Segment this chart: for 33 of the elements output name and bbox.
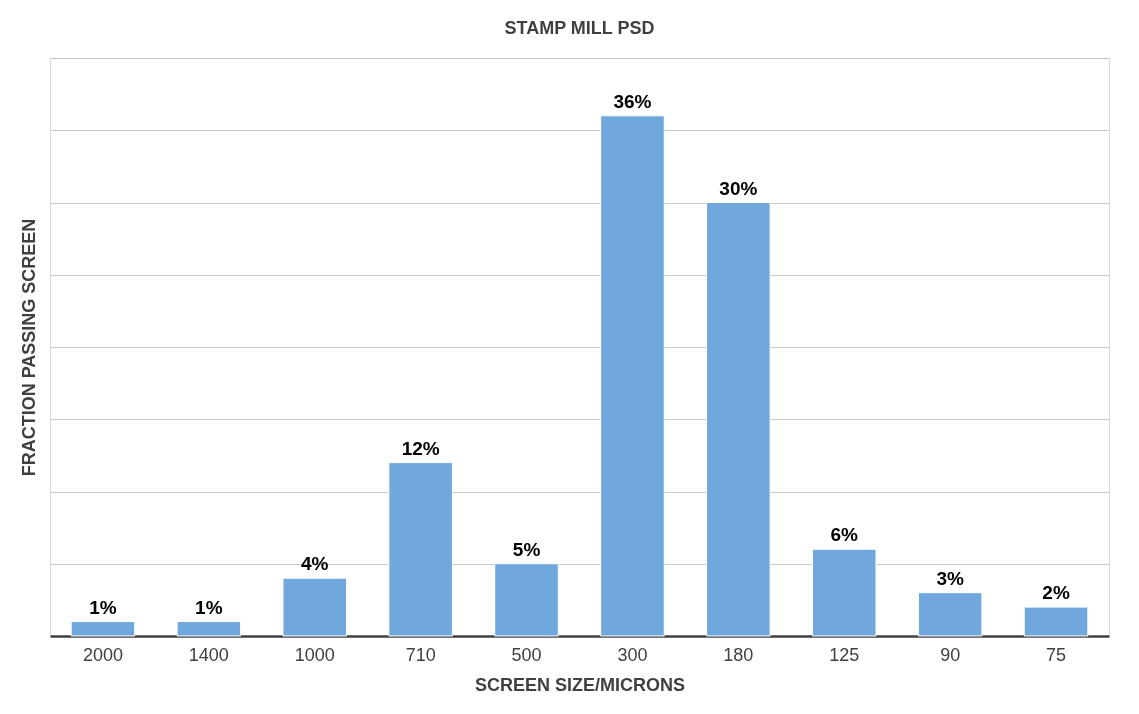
x-tick-label: 710	[405, 644, 436, 665]
data-label: 1%	[195, 596, 223, 618]
bar	[811, 548, 877, 637]
data-label: 12%	[401, 437, 440, 459]
data-label: 2%	[1042, 582, 1070, 604]
bar	[176, 621, 242, 637]
x-tick-label: 300	[617, 644, 648, 665]
x-tick-label: 90	[940, 644, 961, 665]
x-tick-label: 180	[723, 644, 754, 665]
x-tick-label: 1000	[294, 644, 335, 665]
data-label: 4%	[301, 553, 329, 575]
data-label: 5%	[512, 538, 541, 560]
data-label: 6%	[830, 524, 859, 546]
x-tick-label: 500	[511, 644, 542, 665]
data-label: 1%	[89, 596, 117, 618]
data-label: 30%	[719, 177, 758, 199]
x-tick-label: 2000	[82, 644, 123, 665]
bar	[706, 202, 771, 637]
x-tick-label: 75	[1046, 644, 1067, 665]
bar	[282, 577, 348, 637]
bar	[494, 563, 559, 637]
x-tick-label: 1400	[188, 644, 229, 665]
chart-title: STAMP MILL PSD	[504, 18, 655, 38]
x-axis-title: SCREEN SIZE/MICRONS	[474, 674, 686, 695]
data-label: 36%	[613, 90, 652, 112]
data-label: 3%	[936, 567, 964, 589]
y-axis-title: FRACTION PASSING SCREEN	[18, 218, 39, 477]
bar	[388, 462, 453, 637]
bar	[917, 592, 983, 637]
bar	[600, 115, 665, 637]
bar	[70, 621, 136, 637]
bar	[1023, 606, 1089, 637]
x-tick-label: 125	[829, 644, 860, 665]
